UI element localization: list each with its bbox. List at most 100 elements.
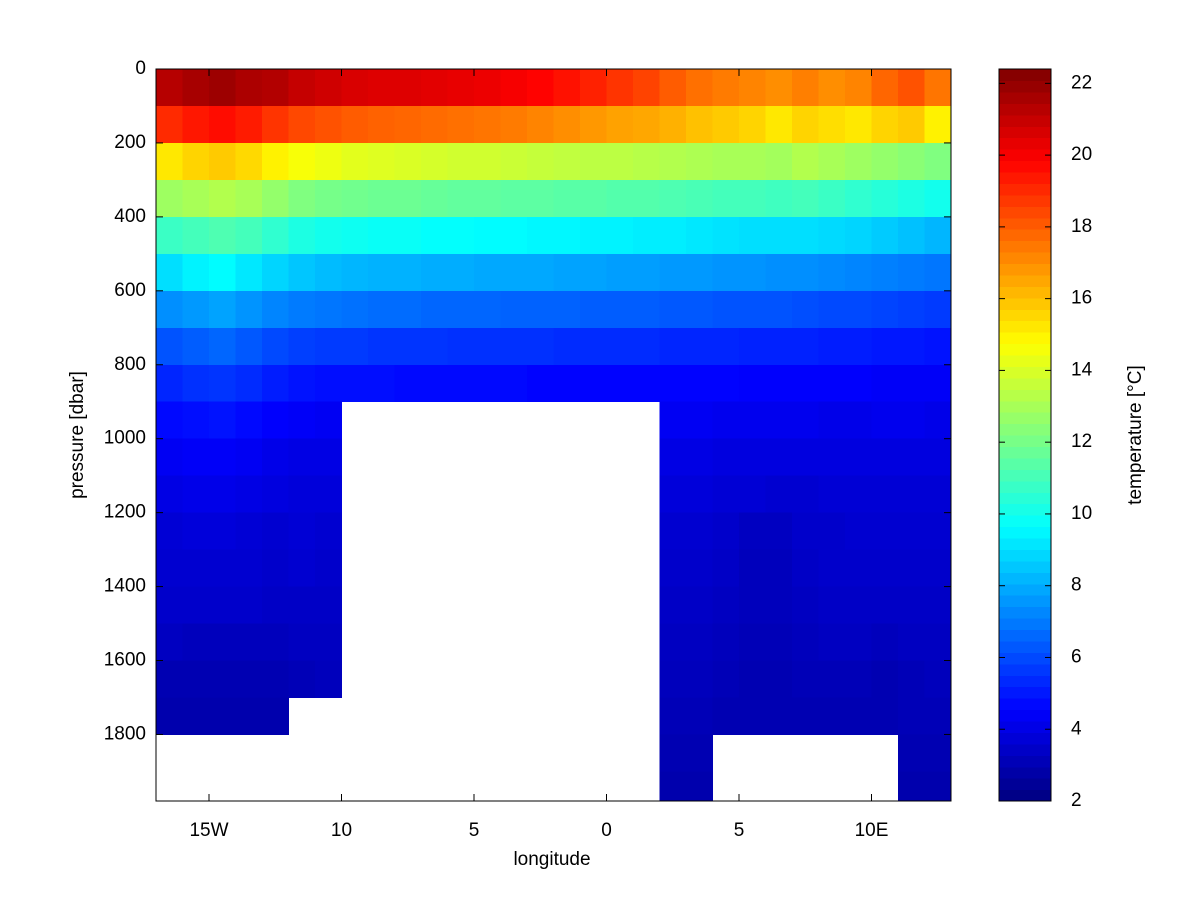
colorbar-band bbox=[999, 595, 1051, 608]
cell bbox=[500, 216, 528, 255]
cell bbox=[500, 364, 528, 403]
cell bbox=[898, 327, 925, 366]
colorbar-band bbox=[999, 755, 1051, 768]
cell bbox=[235, 586, 263, 625]
colorbar-band bbox=[999, 206, 1051, 219]
cell bbox=[288, 475, 316, 514]
cell bbox=[182, 586, 210, 625]
cell bbox=[818, 401, 846, 440]
cell bbox=[924, 549, 952, 588]
colorbar-band bbox=[999, 778, 1051, 791]
cell bbox=[924, 327, 952, 366]
cell bbox=[182, 475, 210, 514]
cell bbox=[209, 69, 236, 107]
cell bbox=[898, 179, 925, 218]
colorbar-band bbox=[999, 389, 1051, 402]
cell bbox=[288, 142, 316, 181]
cell bbox=[686, 734, 713, 772]
cell bbox=[871, 216, 899, 255]
cell bbox=[341, 364, 369, 403]
cell bbox=[368, 105, 395, 144]
cell bbox=[792, 438, 819, 477]
cell bbox=[235, 623, 263, 662]
cell bbox=[235, 438, 263, 477]
cell bbox=[686, 401, 713, 440]
cell bbox=[447, 327, 475, 366]
cell bbox=[580, 290, 607, 329]
cell bbox=[818, 327, 846, 366]
y-tick-label: 600 bbox=[114, 280, 146, 301]
cell bbox=[871, 364, 899, 403]
colorbar-band bbox=[999, 709, 1051, 722]
cell bbox=[368, 364, 395, 403]
cell bbox=[712, 253, 740, 292]
colorbar-band bbox=[999, 526, 1051, 539]
cell bbox=[924, 475, 952, 514]
cell bbox=[765, 290, 793, 329]
cell bbox=[156, 142, 183, 181]
cell bbox=[633, 364, 660, 403]
cell bbox=[898, 401, 925, 440]
cell bbox=[474, 253, 501, 292]
cell bbox=[898, 253, 925, 292]
cell bbox=[235, 216, 263, 255]
cell bbox=[156, 364, 183, 403]
cell bbox=[792, 697, 819, 735]
cell bbox=[765, 623, 793, 662]
cell bbox=[739, 179, 766, 218]
cell bbox=[527, 216, 554, 255]
cell bbox=[924, 438, 952, 477]
cell bbox=[262, 623, 289, 662]
cell bbox=[924, 364, 952, 403]
colorbar-tick-label: 22 bbox=[1071, 72, 1092, 93]
colorbar-band bbox=[999, 194, 1051, 207]
x-axis-label: longitude bbox=[513, 849, 590, 870]
cell bbox=[712, 586, 740, 625]
cell bbox=[209, 623, 236, 662]
cell bbox=[156, 69, 183, 107]
cell bbox=[447, 253, 475, 292]
colorbar-band bbox=[999, 343, 1051, 356]
cell bbox=[818, 438, 846, 477]
cell bbox=[235, 512, 263, 551]
cell bbox=[315, 327, 342, 366]
cell bbox=[871, 623, 899, 662]
cell bbox=[527, 327, 554, 366]
cell bbox=[712, 69, 740, 107]
cell bbox=[845, 179, 872, 218]
cell bbox=[712, 660, 740, 698]
cell bbox=[765, 660, 793, 698]
plot-cells bbox=[156, 69, 952, 802]
cell bbox=[553, 327, 581, 366]
cell bbox=[156, 401, 183, 440]
cell bbox=[182, 401, 210, 440]
y-tick-label: 1200 bbox=[104, 502, 146, 523]
cell bbox=[182, 216, 210, 255]
cell bbox=[739, 253, 766, 292]
cell bbox=[686, 475, 713, 514]
cell bbox=[262, 697, 289, 735]
cell bbox=[447, 69, 475, 107]
cell bbox=[792, 401, 819, 440]
cell bbox=[712, 290, 740, 329]
colorbar-band bbox=[999, 149, 1051, 162]
cell bbox=[765, 69, 793, 107]
cell bbox=[686, 105, 713, 144]
cell bbox=[474, 216, 501, 255]
cell bbox=[447, 179, 475, 218]
cell bbox=[421, 179, 448, 218]
cell bbox=[924, 216, 952, 255]
cell bbox=[686, 438, 713, 477]
cell bbox=[209, 327, 236, 366]
cell bbox=[686, 660, 713, 698]
cell bbox=[315, 512, 342, 551]
colorbar-band bbox=[999, 640, 1051, 653]
colorbar-tick-label: 8 bbox=[1071, 575, 1082, 596]
cell bbox=[845, 549, 872, 588]
cell bbox=[262, 216, 289, 255]
colorbar-band bbox=[999, 469, 1051, 482]
cell bbox=[262, 364, 289, 403]
cell bbox=[553, 179, 581, 218]
cell bbox=[712, 216, 740, 255]
cell bbox=[792, 69, 819, 107]
